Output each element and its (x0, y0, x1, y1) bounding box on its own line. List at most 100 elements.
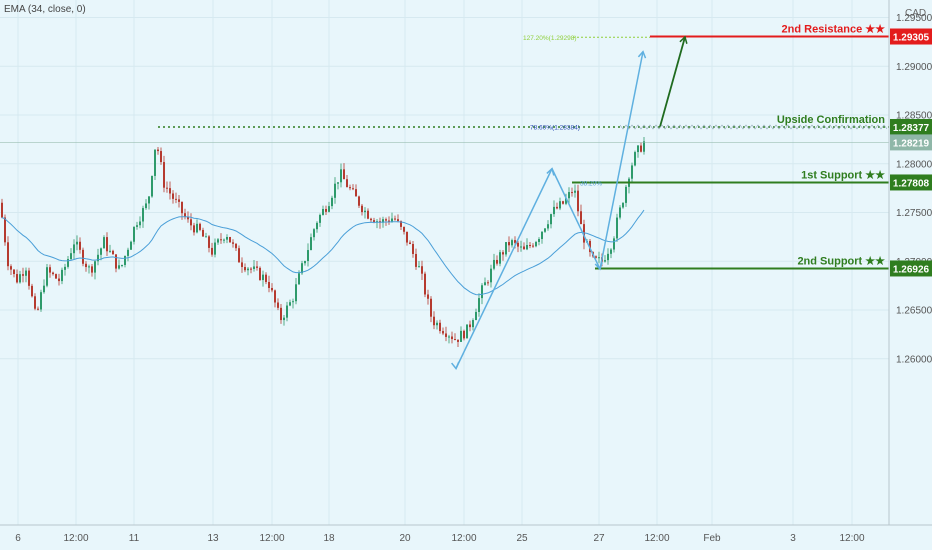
candle-body (70, 253, 72, 260)
candle-body (283, 317, 285, 321)
time-tick-label: 12:00 (644, 533, 669, 544)
candle-body (154, 149, 156, 176)
candle-body (439, 322, 441, 332)
projection-line (551, 168, 601, 270)
candle-body (106, 237, 108, 252)
candle-body (526, 245, 528, 250)
price-tag-box (890, 28, 932, 45)
candle-body (94, 261, 96, 273)
candle-body (247, 268, 249, 271)
candle-body (460, 330, 462, 342)
candle-body (562, 201, 564, 204)
candle-body (178, 199, 180, 202)
candle-body (166, 187, 168, 189)
candle-body (370, 218, 372, 221)
candle-body (4, 217, 6, 243)
time-tick-label: 3 (790, 533, 796, 544)
candle-body (10, 266, 12, 270)
candle-body (523, 246, 525, 250)
price-tick-label: 1.28500 (896, 111, 932, 122)
price-tick-label: 1.26000 (896, 354, 932, 365)
candle-body (193, 225, 195, 233)
candle-body (454, 339, 456, 341)
candle-body (43, 285, 45, 293)
time-tick-label: 6 (15, 533, 21, 544)
candle-body (121, 264, 123, 266)
candle-body (409, 242, 411, 244)
target-arrowhead (679, 35, 688, 44)
price-tick-label: 1.29500 (896, 13, 932, 24)
projection-line (599, 51, 644, 270)
time-axis: 6 12:00 11 13 12:00 18 20 12:00 25 27 12:00 Feb 3 12:… (15, 533, 865, 544)
candle-body (433, 316, 435, 326)
candle-body (424, 273, 426, 295)
candle-body (640, 145, 642, 152)
candle-body (241, 262, 243, 268)
time-tick-label: 12:00 (259, 533, 284, 544)
candle-body (256, 266, 258, 268)
price-tag-value: 1.26926 (893, 264, 930, 275)
candle-body (337, 182, 339, 184)
candle-body (91, 266, 93, 273)
candle-body (637, 145, 639, 153)
candle-body (457, 339, 459, 342)
time-tick-label: 13 (207, 533, 219, 544)
candle-body (574, 190, 576, 193)
candle-body (250, 268, 252, 270)
candle-body (316, 222, 318, 230)
candle-body (112, 250, 114, 255)
candle-body (346, 179, 348, 188)
candle-body (466, 324, 468, 339)
candle-body (622, 202, 624, 208)
candle-body (415, 253, 417, 267)
candle-body (79, 241, 81, 250)
projection-arrowhead (451, 361, 460, 370)
candle-body (265, 274, 267, 282)
candle-body (505, 242, 507, 255)
candle-body (340, 169, 342, 183)
candle-body (25, 270, 27, 276)
price-tag-value: 1.28219 (893, 138, 930, 149)
candle-body (301, 263, 303, 274)
candle-body (136, 225, 138, 227)
candle-body (277, 302, 279, 308)
candle-body (298, 273, 300, 285)
candle-body (634, 152, 636, 166)
candle-body (292, 301, 294, 303)
candle-body (403, 226, 405, 232)
candle-body (313, 229, 315, 238)
candle-body (130, 241, 132, 250)
candle-body (235, 243, 237, 249)
candle-body (13, 269, 15, 275)
candle-body (259, 267, 261, 281)
candle-body (496, 259, 498, 264)
candle-body (568, 192, 570, 199)
candle-body (328, 206, 330, 212)
price-tag-box (890, 260, 932, 277)
candle-body (244, 267, 246, 271)
candle-body (418, 266, 420, 268)
currency-label: CAD (905, 8, 926, 19)
candle-body (571, 192, 573, 194)
candle-body (535, 241, 537, 247)
candle-body (499, 252, 501, 264)
candle-body (151, 175, 153, 197)
time-tick-label: 12:00 (451, 533, 476, 544)
candle-body (46, 267, 48, 286)
candle-body (118, 265, 120, 269)
candle-body (616, 217, 618, 239)
candle-body (40, 292, 42, 310)
candle-body (469, 324, 471, 328)
candle-body (580, 211, 582, 225)
candle-body (604, 260, 606, 262)
candle-body (139, 221, 141, 226)
candle-body (532, 245, 534, 247)
candle-body (202, 229, 204, 237)
candle-body (211, 247, 213, 255)
candle-body (190, 219, 192, 226)
candle-body (289, 302, 291, 306)
candle-body (472, 320, 474, 328)
candle-body (358, 196, 360, 206)
